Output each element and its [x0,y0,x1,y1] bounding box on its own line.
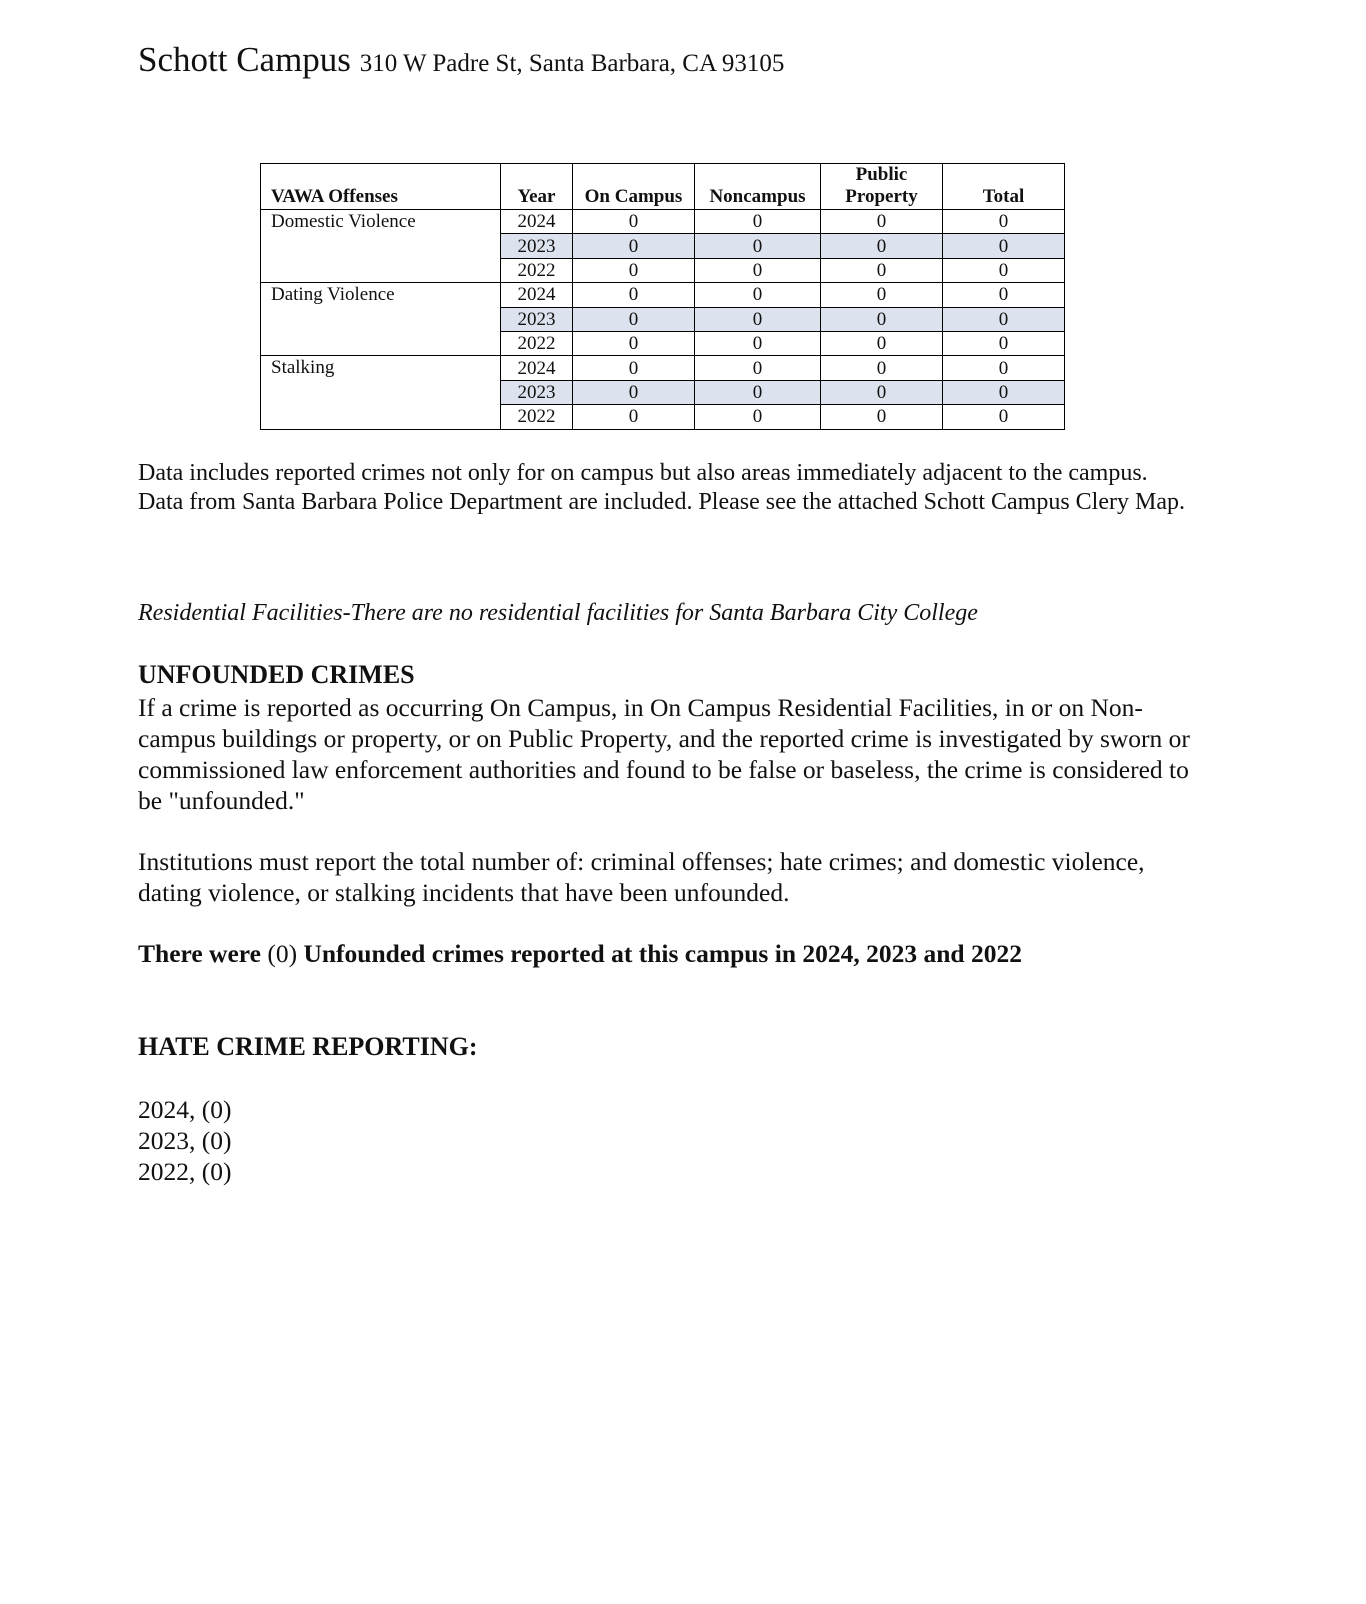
count-cell: 0 [942,355,1065,381]
statement-part: Unfounded crimes reported at this campus… [303,939,1022,968]
count-cell: 0 [942,330,1065,357]
count-cell: 0 [572,282,695,308]
count-cell: 0 [820,233,943,259]
table-row: 2023 0 0 0 0 [261,379,1065,406]
table-row: 2022 0 0 0 0 [261,404,1065,430]
campus-name: Schott Campus [138,40,351,79]
table-header-row: VAWA Offenses Year On Campus Noncampus P… [260,163,1065,210]
count-cell: 0 [572,404,695,430]
hate-crime-heading: HATE CRIME REPORTING: [138,1032,478,1061]
table-row: 2023 0 0 0 0 [261,306,1065,332]
count-cell: 0 [694,282,821,308]
count-cell: 0 [694,208,821,235]
table-row: Domestic Violence 2024 0 0 0 0 [260,208,1065,284]
year-cell: 2024 [500,282,573,308]
hate-crime-list: 2024, (0) 2023, (0) 2022, (0) [138,1094,231,1187]
col-header: Noncampus [694,163,821,210]
campus-address: 310 W Padre St, Santa Barbara, CA 93105 [359,50,785,77]
year-cell: 2022 [500,257,573,284]
count-cell: 0 [820,306,943,332]
count-cell: 0 [572,355,695,381]
count-cell: 0 [820,330,943,357]
col-header: Year [500,163,573,210]
count-cell: 0 [694,379,821,406]
table-row: 2023 0 0 0 0 [261,233,1065,259]
col-header: Public Property [820,163,943,210]
count-cell: 0 [572,330,695,357]
count-cell: 0 [942,379,1065,406]
statement-count: (0) [267,939,298,968]
table-row: Dating Violence 2024 0 0 0 0 [260,282,1065,357]
vawa-table: VAWA Offenses Year On Campus Noncampus P… [260,163,1065,430]
hate-crime-line: 2024, (0) [138,1095,232,1124]
count-cell: 0 [694,233,821,259]
count-cell: 0 [694,306,821,332]
count-cell: 0 [572,233,695,259]
count-cell: 0 [572,379,695,406]
count-cell: 0 [942,404,1065,430]
count-cell: 0 [942,208,1065,235]
unfounded-heading: UNFOUNDED CRIMES [138,660,415,689]
count-cell: 0 [820,257,943,284]
count-cell: 0 [820,379,943,406]
hate-crime-line: 2022, (0) [138,1157,232,1186]
unfounded-statement: There were (0) Unfounded crimes reported… [138,939,1022,969]
table-row: Stalking 2024 0 0 0 0 [260,355,1065,430]
page-title: Schott Campus 310 W Padre St, Santa Barb… [138,40,784,80]
col-header: VAWA Offenses [260,163,501,210]
year-cell: 2023 [500,306,573,332]
count-cell: 0 [820,355,943,381]
table-row: 2022 0 0 0 0 [261,257,1065,284]
year-cell: 2023 [500,379,573,406]
institutions-text: Institutions must report the total numbe… [138,847,1145,907]
year-cell: 2023 [500,233,573,259]
count-cell: 0 [942,257,1065,284]
year-cell: 2022 [500,330,573,357]
count-cell: 0 [694,404,821,430]
data-note: Data includes reported crimes not only f… [138,460,1185,515]
col-header: On Campus [572,163,695,210]
col-header: Total [942,163,1065,210]
year-cell: 2024 [500,208,573,235]
count-cell: 0 [572,208,695,235]
count-cell: 0 [942,233,1065,259]
table-row: 2022 0 0 0 0 [261,330,1065,357]
count-cell: 0 [820,404,943,430]
hate-crime-line: 2023, (0) [138,1126,232,1155]
offense-cell: Dating Violence [260,282,501,357]
offense-cell: Stalking [260,355,501,430]
residential-note: Residential Facilities-There are no resi… [138,600,978,626]
count-cell: 0 [694,257,821,284]
year-cell: 2024 [500,355,573,381]
count-cell: 0 [820,282,943,308]
count-cell: 0 [820,208,943,235]
count-cell: 0 [572,306,695,332]
count-cell: 0 [942,282,1065,308]
offense-cell: Domestic Violence [260,208,501,284]
count-cell: 0 [694,355,821,381]
unfounded-body: If a crime is reported as occurring On C… [138,693,1190,815]
year-cell: 2022 [500,404,573,430]
count-cell: 0 [572,257,695,284]
count-cell: 0 [694,330,821,357]
statement-part: There were [138,939,261,968]
count-cell: 0 [942,306,1065,332]
